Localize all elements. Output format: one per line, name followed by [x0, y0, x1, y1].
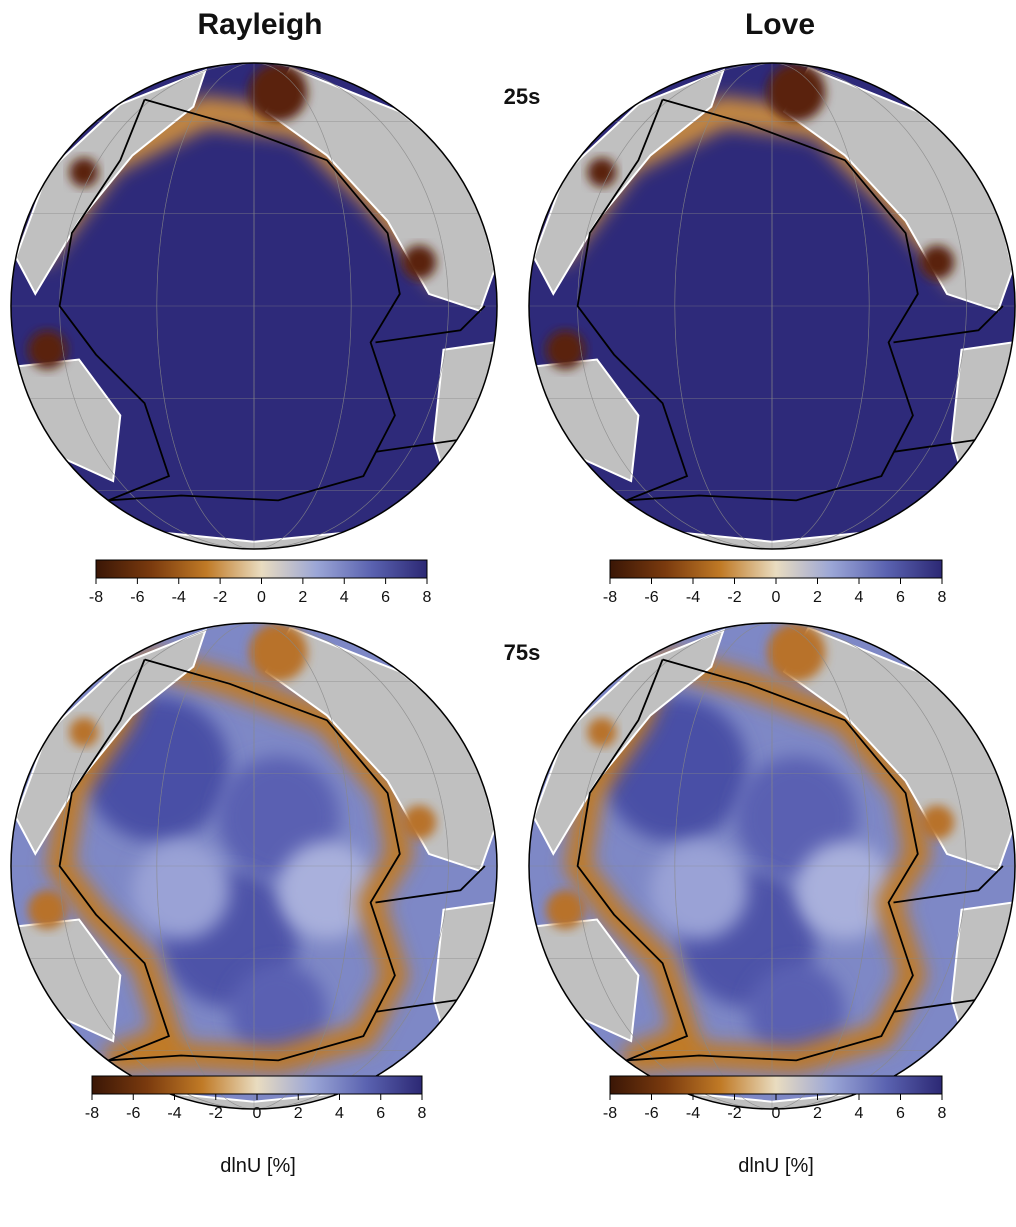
- colorbar-tick-label: -4: [686, 589, 700, 606]
- colorbar-tick-label: 4: [335, 1105, 344, 1122]
- anomaly: [133, 842, 230, 939]
- anomaly: [587, 718, 616, 747]
- anomaly: [249, 623, 307, 681]
- colorbar-tick-label: 8: [423, 589, 432, 606]
- colorbar-bar: [92, 1076, 422, 1094]
- colorbar-tick-label: 6: [896, 589, 905, 606]
- anomaly: [402, 805, 436, 839]
- colorbar-tick-label: -4: [167, 1105, 181, 1122]
- colorbar-tick-label: -2: [727, 1105, 741, 1122]
- continent: [952, 903, 1013, 1066]
- colorbar-tick-label: -2: [209, 1105, 223, 1122]
- colorbar-tick-label: 0: [772, 589, 781, 606]
- anomaly: [69, 718, 98, 747]
- continent: [434, 342, 495, 505]
- anomaly: [920, 805, 954, 839]
- anomaly: [651, 842, 748, 939]
- colorbar-tick-label: 2: [294, 1105, 303, 1122]
- figure: Rayleigh Love 25s 75s dlnU [%] dlnU [%] …: [0, 0, 1016, 1222]
- colorbar-tick-label: 0: [253, 1105, 262, 1122]
- colorbar-tick-label: 0: [257, 589, 266, 606]
- column-title: Love: [745, 8, 815, 41]
- colorbar-tick-label: 4: [855, 589, 864, 606]
- colorbar-bar: [610, 1076, 942, 1094]
- colorbar-tick-label: -4: [686, 1105, 700, 1122]
- colorbar-tick-label: 4: [340, 589, 349, 606]
- colorbar-tick-label: 2: [813, 589, 822, 606]
- colorbar-tick-label: -2: [727, 589, 741, 606]
- continent: [952, 342, 1013, 505]
- colorbar-bar: [96, 560, 427, 578]
- colorbar-tick-label: -6: [130, 589, 144, 606]
- column-title: Rayleigh: [197, 8, 322, 41]
- anomaly: [278, 842, 375, 939]
- colorbar-tick-label: 6: [896, 1105, 905, 1122]
- colorbar-tick-label: 6: [381, 589, 390, 606]
- period-label: 25s: [504, 84, 541, 109]
- colorbar-tick-label: 6: [376, 1105, 385, 1122]
- colorbar-tick-label: 8: [938, 1105, 947, 1122]
- colorbar-tick-label: 4: [855, 1105, 864, 1122]
- anomaly: [249, 63, 307, 121]
- colorbar-tick-label: 8: [418, 1105, 427, 1122]
- period-label: 75s: [504, 640, 541, 665]
- colorbar-tick-label: 8: [938, 589, 947, 606]
- colorbar-tick-label: -6: [644, 1105, 658, 1122]
- colorbar-tick-label: 2: [298, 589, 307, 606]
- colorbar-tick-label: -4: [172, 589, 186, 606]
- colorbar-tick-label: -6: [644, 589, 658, 606]
- colorbar-bar: [610, 560, 942, 578]
- colorbar-tick-label: -8: [85, 1105, 99, 1122]
- globe-map: [529, 623, 1015, 1121]
- anomaly: [920, 245, 954, 279]
- anomaly: [402, 245, 436, 279]
- globe-map: [11, 63, 497, 561]
- colorbar: -8 -6 -4 -2 0 2 4 6 8: [603, 560, 947, 606]
- colorbar-tick-label: -8: [89, 589, 103, 606]
- anomaly: [767, 63, 825, 121]
- colorbar-tick-label: -2: [213, 589, 227, 606]
- colorbar-tick-label: -8: [603, 1105, 617, 1122]
- globe-map: [529, 63, 1015, 561]
- anomaly: [767, 623, 825, 681]
- anomaly: [69, 158, 98, 187]
- colorbar-label: dlnU [%]: [738, 1155, 814, 1177]
- colorbar-tick-label: -6: [126, 1105, 140, 1122]
- anomaly: [796, 842, 893, 939]
- colorbar-tick-label: 0: [772, 1105, 781, 1122]
- continent: [434, 903, 495, 1066]
- colorbar-label: dlnU [%]: [220, 1155, 296, 1177]
- colorbar-tick-label: 2: [813, 1105, 822, 1122]
- colorbar: -8 -6 -4 -2 0 2 4 6 8: [89, 560, 432, 606]
- colorbar-tick-label: -8: [603, 589, 617, 606]
- globe-map: [11, 623, 497, 1121]
- anomaly: [587, 158, 616, 187]
